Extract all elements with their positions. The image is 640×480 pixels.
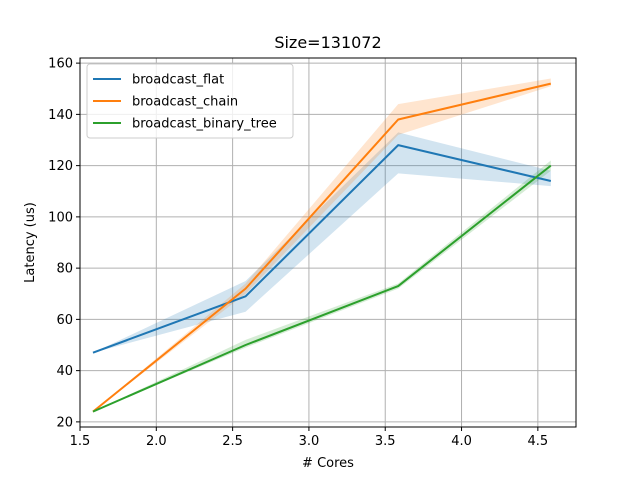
x-tick-label: 1.5 [70,434,91,449]
y-tick-label: 80 [56,262,73,277]
line-broadcast-chain [92,82,552,413]
y-tick-label: 160 [48,57,73,72]
legend-label: broadcast_chain [132,95,238,110]
x-tick-label: 4.5 [528,434,549,449]
chart-title: Size=131072 [274,33,381,52]
y-tick-label: 140 [48,108,73,123]
x-tick-label: 3.0 [299,434,320,449]
x-tick-label: 3.5 [375,434,396,449]
line-broadcast-flat [92,144,552,354]
y-tick-label: 40 [56,364,73,379]
y-tick-label: 20 [56,415,73,430]
y-tick-label: 120 [48,159,73,174]
legend-label: broadcast_flat [132,73,224,88]
legend-box [86,63,294,139]
legend: broadcast_flat broadcast_chain broadcast_b… [86,63,294,139]
plot-frame [79,57,577,428]
x-axis-label: # Cores [302,456,354,471]
x-tick-label: 2.0 [146,434,167,449]
series-lines [92,82,552,413]
y-axis-label: Latency (us) [23,202,38,283]
y-tick-label: 60 [56,313,73,328]
y-tick-label: 100 [48,210,73,225]
axis-ticks: 1.5 2.0 2.5 3.0 3.5 4.0 4.5 20 40 60 80 100 120 140 16… [48,57,548,449]
x-tick-label: 4.0 [451,434,472,449]
legend-label: broadcast_binary_tree [132,117,277,132]
line-broadcast-binary-tree [92,164,552,413]
x-tick-label: 2.5 [222,434,243,449]
